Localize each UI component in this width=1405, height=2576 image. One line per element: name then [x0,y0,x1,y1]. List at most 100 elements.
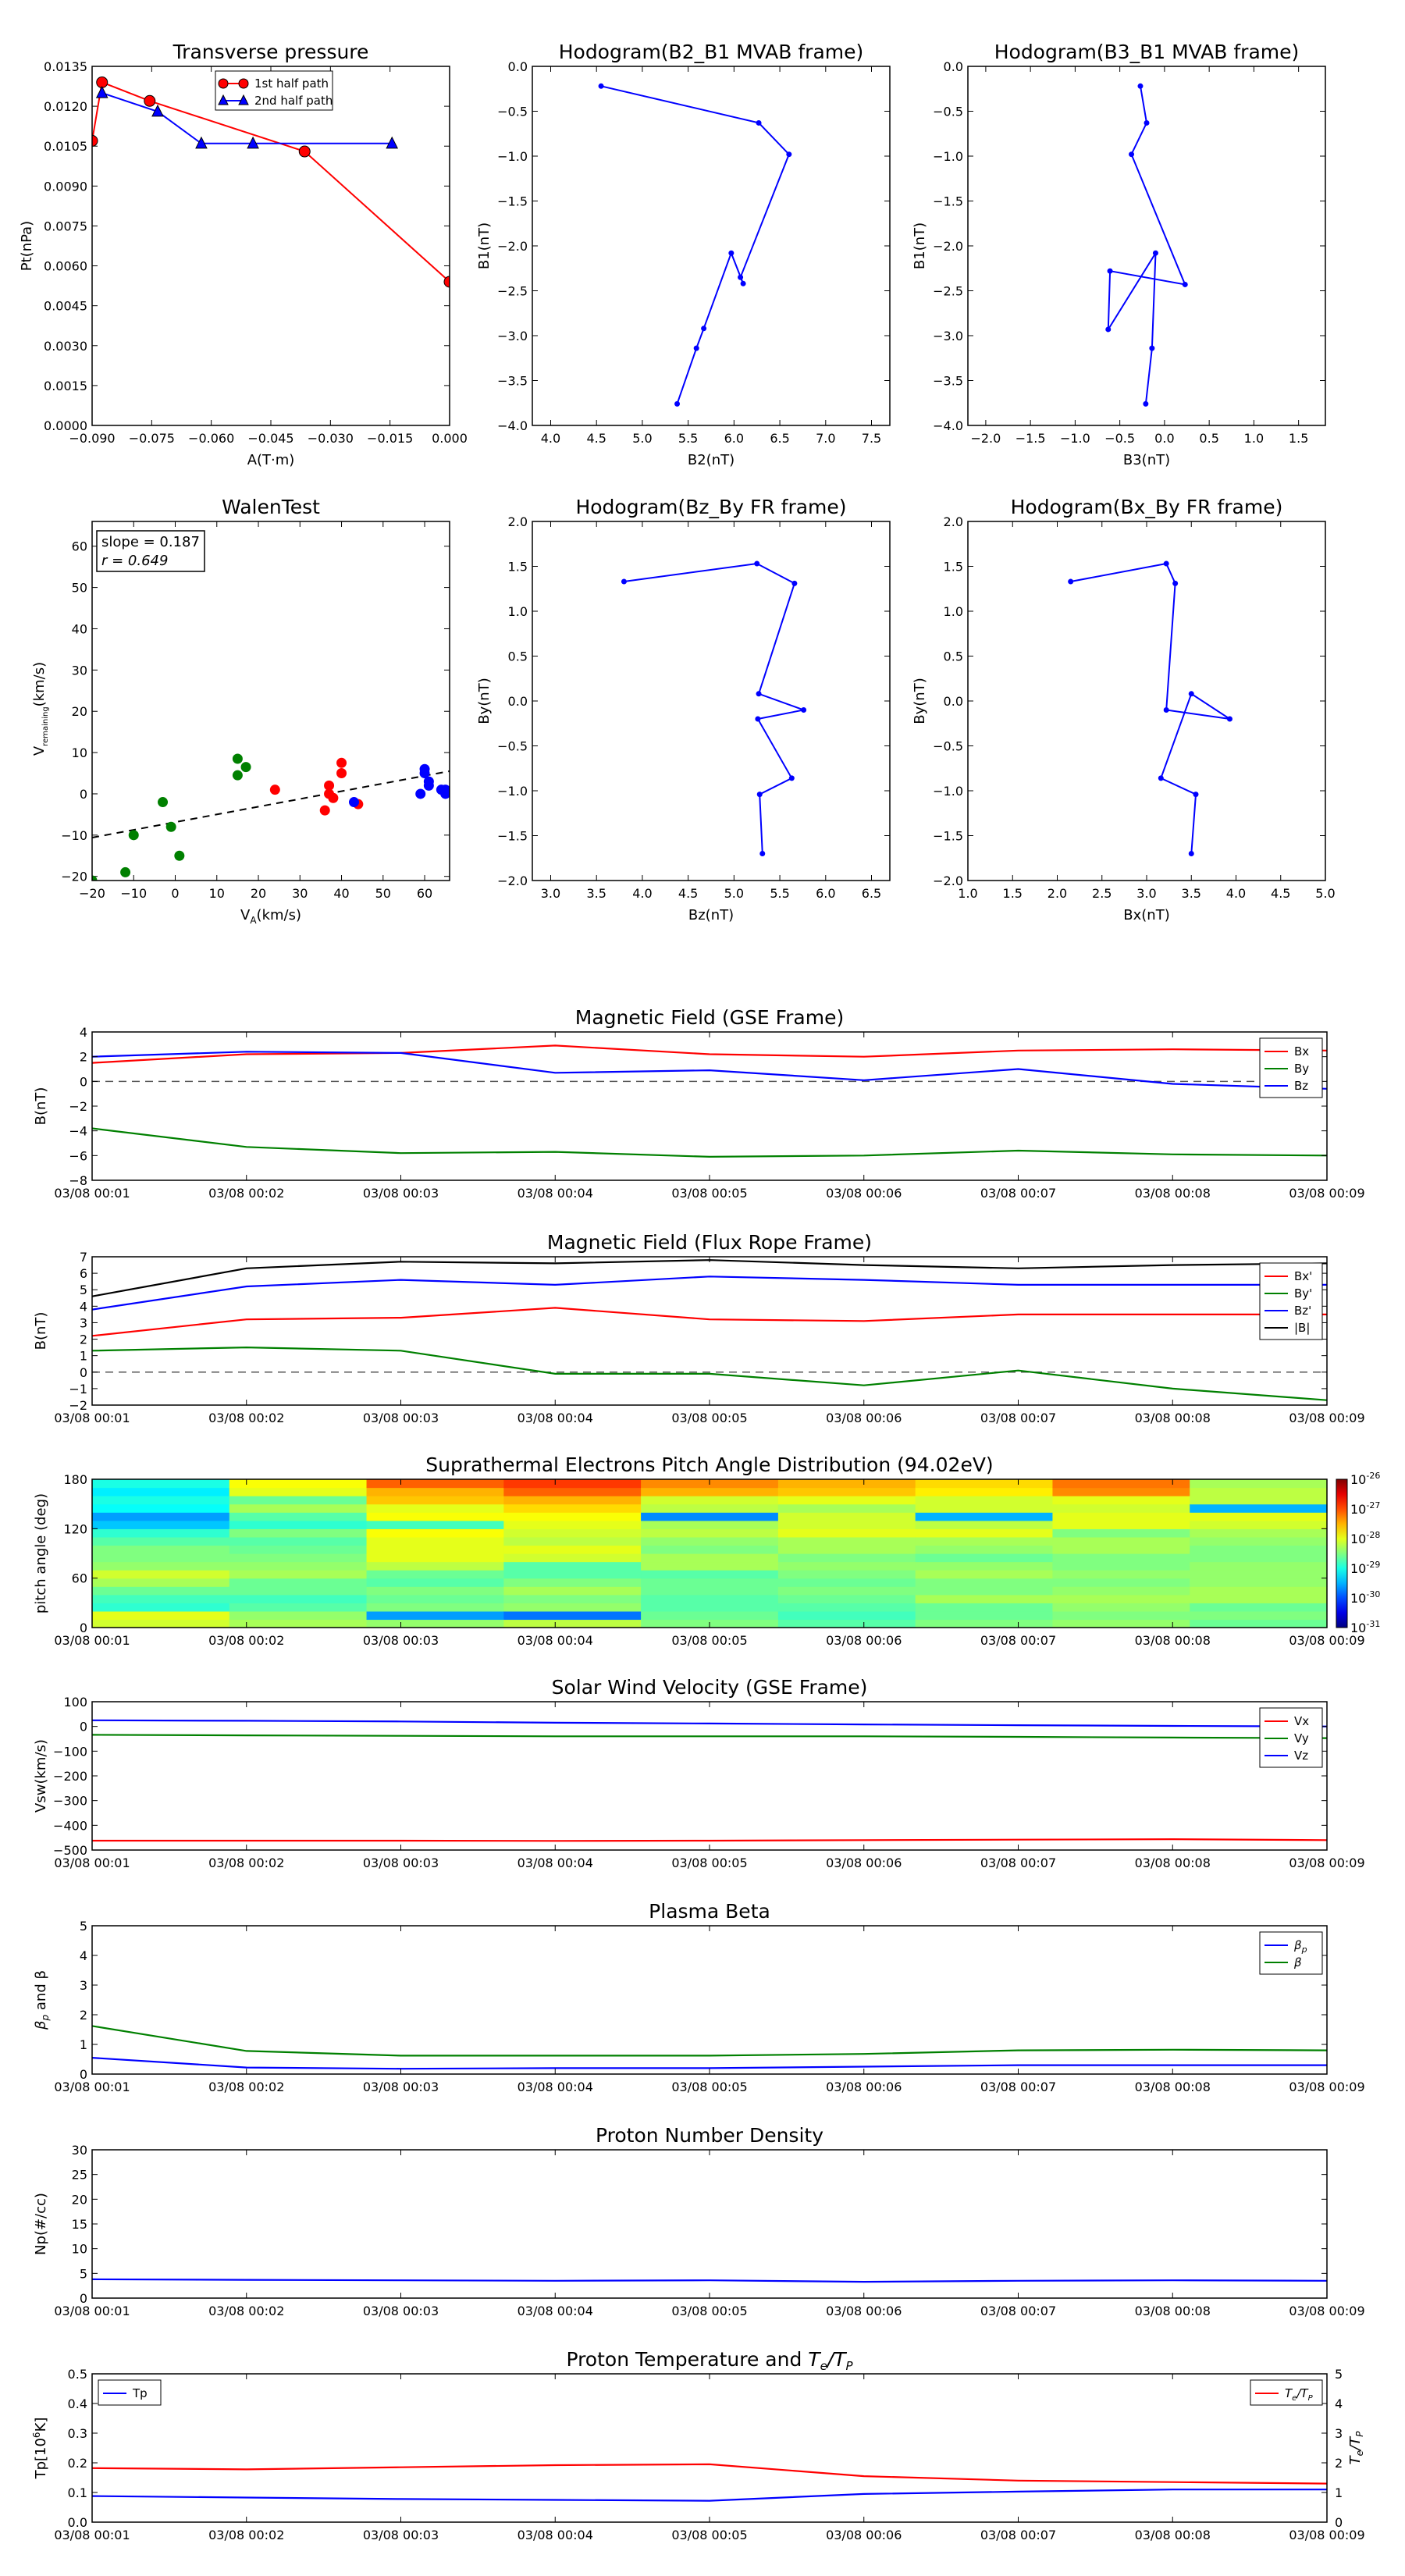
h4-ytick-label: 1.5 [944,560,963,575]
vsw-series-line [92,1838,1327,1842]
mag_gse-plot-area [92,1044,1327,1158]
np-xtick-label: 03/08 00:02 [208,2304,284,2318]
mag_fr-series-line [92,1346,1327,1401]
h1-xtick-label: 4.5 [586,431,606,446]
h2-ytick-label: −3.5 [933,374,963,389]
beta-xtick-label: 03/08 00:02 [208,2080,284,2094]
h2-ytick-label: −3.0 [933,329,963,343]
mag_gse-xtick-label: 03/08 00:02 [208,1186,284,1201]
np-xtick-label: 03/08 00:09 [1289,2304,1364,2318]
mag_fr-ytick-label: 7 [80,1250,87,1265]
mag_fr-frame [91,1256,1328,1406]
vsw-ytick-label: 100 [63,1695,87,1710]
h2-xtick-label: −1.0 [1060,431,1090,446]
tp-legend-label: Tp [132,2386,148,2400]
mag_gse-xtick-label: 03/08 00:08 [1135,1186,1211,1201]
walen-xtick-label: −20 [79,886,105,901]
pad-cell [915,1520,1054,1529]
mag_fr-xtick-label: 03/08 00:02 [208,1411,284,1425]
pt-legend-marker [238,94,249,105]
pt-point [92,134,98,147]
mag_gse-ytick-label: 0 [80,1074,87,1089]
h4-ylabel: By(nT) [912,678,928,724]
walen-ytick-label: −10 [61,828,87,843]
np-title: Proton Number Density [596,2124,823,2147]
h2-point [1143,400,1149,407]
vsw-xtick-label: 03/08 00:06 [826,1856,902,1870]
vsw-xtick-label: 03/08 00:04 [518,1856,593,1870]
pad-cell [1190,1545,1328,1554]
pad-cell [366,1561,504,1571]
beta-chart: 03/08 00:01 03/08 00:02 03/08 00:03 03/08 0… [33,1900,1365,2094]
pad-cell [641,1528,779,1538]
h1-point [693,345,699,351]
tp-chart: 03/08 00:01 03/08 00:02 03/08 00:03 03/08 0… [31,2348,1365,2542]
tp-plot-area [92,2463,1327,2502]
pad-cell [366,1503,504,1513]
mag_gse-legend-label: By [1294,1062,1309,1076]
h4-xtick-label: 5.0 [1315,886,1335,901]
pad-cell [1190,1496,1328,1505]
walen-annotation: slope = 0.187 r = 0.649 [96,530,205,572]
tp-y2tick-label: 1 [1335,2485,1343,2500]
np-series-line [92,2278,1327,2283]
pad-cell [1190,1536,1328,1546]
h1-point [701,326,707,332]
pt-xtick-label: −0.030 [308,431,354,446]
pad-cell [1190,1561,1328,1571]
mag_fr-ytick-label: 3 [80,1315,87,1330]
pad-cell [777,1570,916,1579]
pad-cell [1190,1520,1328,1529]
h4-ytick-label: −0.5 [933,739,963,754]
walen-fit-line [92,770,450,838]
beta-ylabel: βp and β [33,1970,51,2030]
h4-xtick-label: 1.0 [958,886,977,901]
h3-point [801,707,807,713]
pad-colorbar-label: 10-31 [1350,1619,1380,1635]
vsw-ytick-label: −100 [53,1744,87,1759]
walen-point [269,785,280,795]
h1-ytick-label: 0.0 [508,59,528,74]
pad-cell [1052,1553,1190,1563]
h2-xtick-label: −2.0 [970,431,1001,446]
tp-y2tick-label: 2 [1335,2456,1343,2471]
walen-annotation-r: r = 0.649 [101,553,168,569]
mag_fr-xtick-label: 03/08 00:04 [518,1411,593,1425]
pt-legend: 1st half path 2nd half path [215,70,333,111]
mag_gse-ytick-label: 4 [80,1025,87,1040]
h4-point [1172,580,1179,586]
h4-ytick-label: −1.5 [933,829,963,844]
pad-colorbar [1336,1478,1348,1628]
walen-xlabel: VA(km/s) [240,907,301,926]
h4-xlabel: Bx(nT) [1123,907,1169,923]
tp-legend-right: Te/TP [1250,2379,1323,2406]
pad-cell [1190,1503,1328,1513]
pad-chart: 03/08 00:01 03/08 00:02 03/08 00:03 03/08 0… [33,1453,1380,1648]
h1-point [738,274,744,280]
mag_gse-xtick-label: 03/08 00:03 [363,1186,439,1201]
h1-xtick-label: 6.5 [770,431,789,446]
beta-xtick-label: 03/08 00:01 [54,2080,130,2094]
h3-title: Hodogram(Bz_By FR frame) [575,496,846,518]
h1-ytick-label: −3.5 [497,374,528,389]
walen-annotation-slope: slope = 0.187 [101,534,200,550]
h4-xtick-label: 2.0 [1048,886,1067,901]
beta-xtick-label: 03/08 00:04 [518,2080,593,2094]
pad-cell [641,1503,779,1513]
h4-xtick-label: 4.5 [1271,886,1290,901]
tp-y2label: Te/TP [1347,2431,1365,2464]
vsw-ytick-label: −300 [53,1794,87,1809]
mag_fr-title: Magnetic Field (Flux Rope Frame) [547,1231,872,1254]
pad-cell [915,1578,1054,1587]
walen-point [128,830,139,841]
pad-cell [503,1570,642,1579]
h3-chart: Hodogram(Bz_By FR frame) 3.0 3.5 4.0 4.5 5.0 5… [476,496,891,923]
pad-cell [777,1619,916,1628]
mag_fr-ylabel: B(nT) [33,1312,49,1350]
tp-xtick-label: 03/08 00:08 [1135,2528,1211,2542]
pt-xlabel: A(T·m) [247,452,295,468]
walen-point [92,875,98,881]
beta-xtick-label: 03/08 00:06 [826,2080,902,2094]
h2-ytick-label: −0.5 [933,105,963,119]
